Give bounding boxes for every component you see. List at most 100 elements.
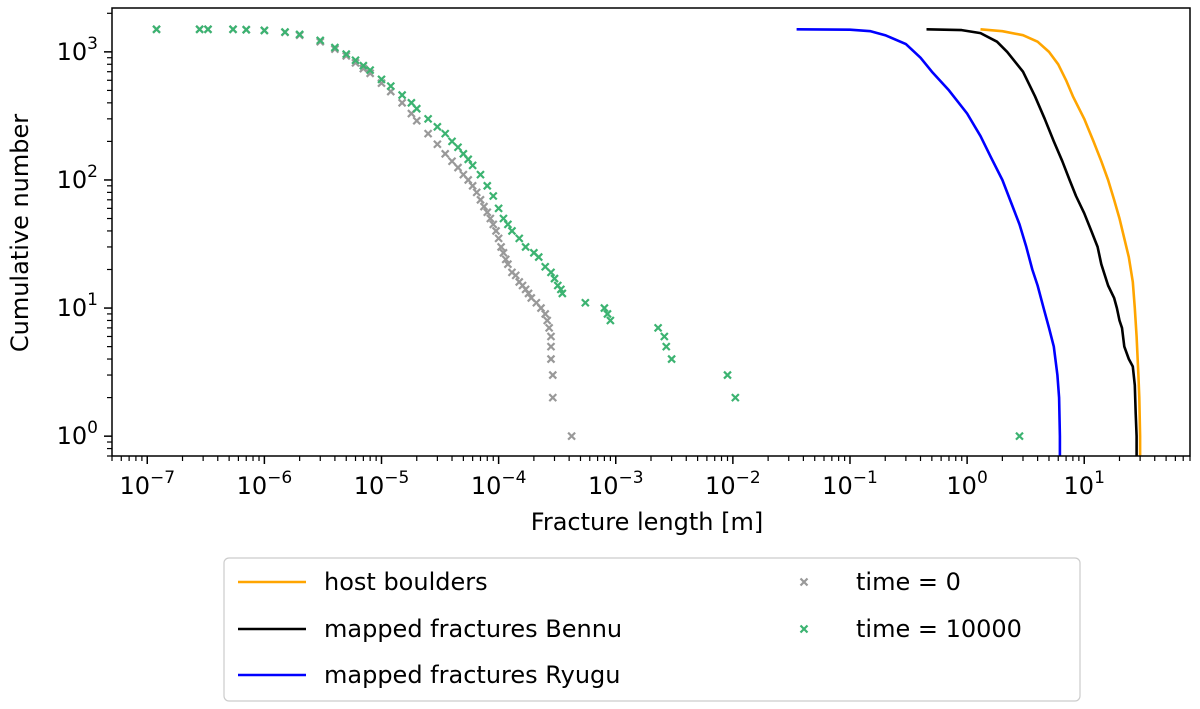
data-point (241, 25, 251, 34)
x-tick-label: 10−4 (471, 468, 527, 500)
data-point (488, 191, 498, 201)
data-point (542, 316, 552, 325)
data-point (228, 25, 238, 34)
x-axis-label: Fracture length [m] (531, 508, 763, 536)
axes: 10−7 10−6 10−5 10−4 10−3 10−2 10−1 100 101 100 101… (57, 7, 1191, 500)
data-point (540, 309, 550, 319)
data-point (546, 342, 556, 351)
series-line-3 (796, 28, 1062, 456)
data-point (667, 354, 676, 364)
data-point (546, 332, 556, 341)
data-point (203, 25, 213, 34)
data-point (433, 122, 442, 132)
legend-label: mapped fractures Bennu (324, 615, 622, 643)
legend-label: host boulders (324, 568, 488, 596)
data-point (295, 30, 304, 39)
data-point (581, 298, 590, 308)
data-point (468, 161, 477, 170)
data-point (501, 255, 511, 264)
legend-box (223, 557, 1081, 702)
legend-item: mapped fractures Bennu (238, 615, 622, 643)
data-point (453, 142, 463, 152)
x-minor-ticks (111, 456, 1191, 461)
data-point (351, 55, 360, 65)
data-point (499, 248, 508, 258)
data-point (536, 303, 546, 313)
data-point (472, 188, 481, 197)
data-point (507, 226, 517, 236)
legend-swatch (799, 577, 809, 587)
legend-label: time = 0 (856, 568, 961, 596)
legend: host boulders mapped fractures Bennu mappe… (223, 557, 1081, 702)
data-point (377, 75, 386, 84)
legend-item: host boulders (238, 568, 488, 596)
series-group (152, 25, 1142, 456)
series-markers-4 (152, 25, 576, 441)
x-tick-label: 10−1 (822, 468, 878, 500)
data-point (521, 242, 530, 252)
data-point (341, 49, 351, 59)
data-point (397, 98, 407, 108)
data-point (494, 234, 503, 243)
x-tick-label: 10−6 (237, 468, 293, 500)
data-point (468, 181, 477, 191)
data-point (511, 271, 521, 280)
data-point (152, 25, 161, 34)
y-tick-label: 102 (57, 162, 98, 194)
data-point (482, 181, 492, 191)
data-point (661, 342, 671, 351)
x-tick-label: 100 (946, 468, 987, 500)
data-point (606, 316, 615, 325)
legend-item: time = 10000 (799, 615, 1022, 643)
data-point (453, 163, 463, 172)
y-minor-ticks (107, 12, 112, 457)
data-point (653, 323, 663, 333)
series-line-1 (980, 28, 1142, 456)
x-tick-label: 10−2 (705, 468, 761, 500)
legend-swatch (799, 624, 809, 634)
data-point (660, 332, 669, 341)
data-point (315, 36, 325, 45)
data-point (723, 370, 732, 380)
legend-label: mapped fractures Ryugu (324, 661, 620, 689)
y-tick-label: 100 (57, 418, 98, 450)
data-point (534, 252, 544, 262)
data-point (433, 139, 442, 149)
data-point (412, 104, 422, 113)
data-point (488, 220, 498, 229)
plot-area (152, 25, 1142, 456)
data-point (341, 51, 351, 61)
data-point (548, 393, 558, 402)
data-point (397, 90, 407, 100)
y-axis-label: Cumulative number (6, 114, 34, 352)
data-point (447, 156, 457, 166)
x-tick-label: 101 (1064, 468, 1105, 500)
data-point (482, 207, 492, 217)
data-point (330, 43, 340, 52)
data-point (365, 65, 375, 75)
data-point (479, 202, 489, 211)
data-point (503, 220, 513, 229)
legend-label: time = 10000 (856, 615, 1022, 643)
data-point (496, 242, 506, 252)
x-tick-label: 10−5 (354, 468, 410, 500)
x-tick-label: 10−7 (119, 468, 175, 500)
series-line-2 (926, 28, 1138, 456)
data-point (476, 170, 485, 179)
x-tick-label: 10−3 (588, 468, 644, 500)
y-tick-label: 101 (57, 290, 98, 322)
data-point (548, 370, 558, 380)
data-point (412, 116, 422, 126)
y-tick-label: 103 (57, 34, 98, 66)
data-point (567, 431, 576, 441)
data-point (440, 129, 450, 138)
data-point (423, 114, 433, 124)
data-point (476, 195, 485, 205)
legend-item: mapped fractures Ryugu (238, 661, 620, 689)
data-point (423, 129, 433, 138)
data-point (514, 234, 524, 243)
data-point (1015, 431, 1024, 441)
data-point (550, 274, 559, 283)
data-point (558, 289, 567, 298)
